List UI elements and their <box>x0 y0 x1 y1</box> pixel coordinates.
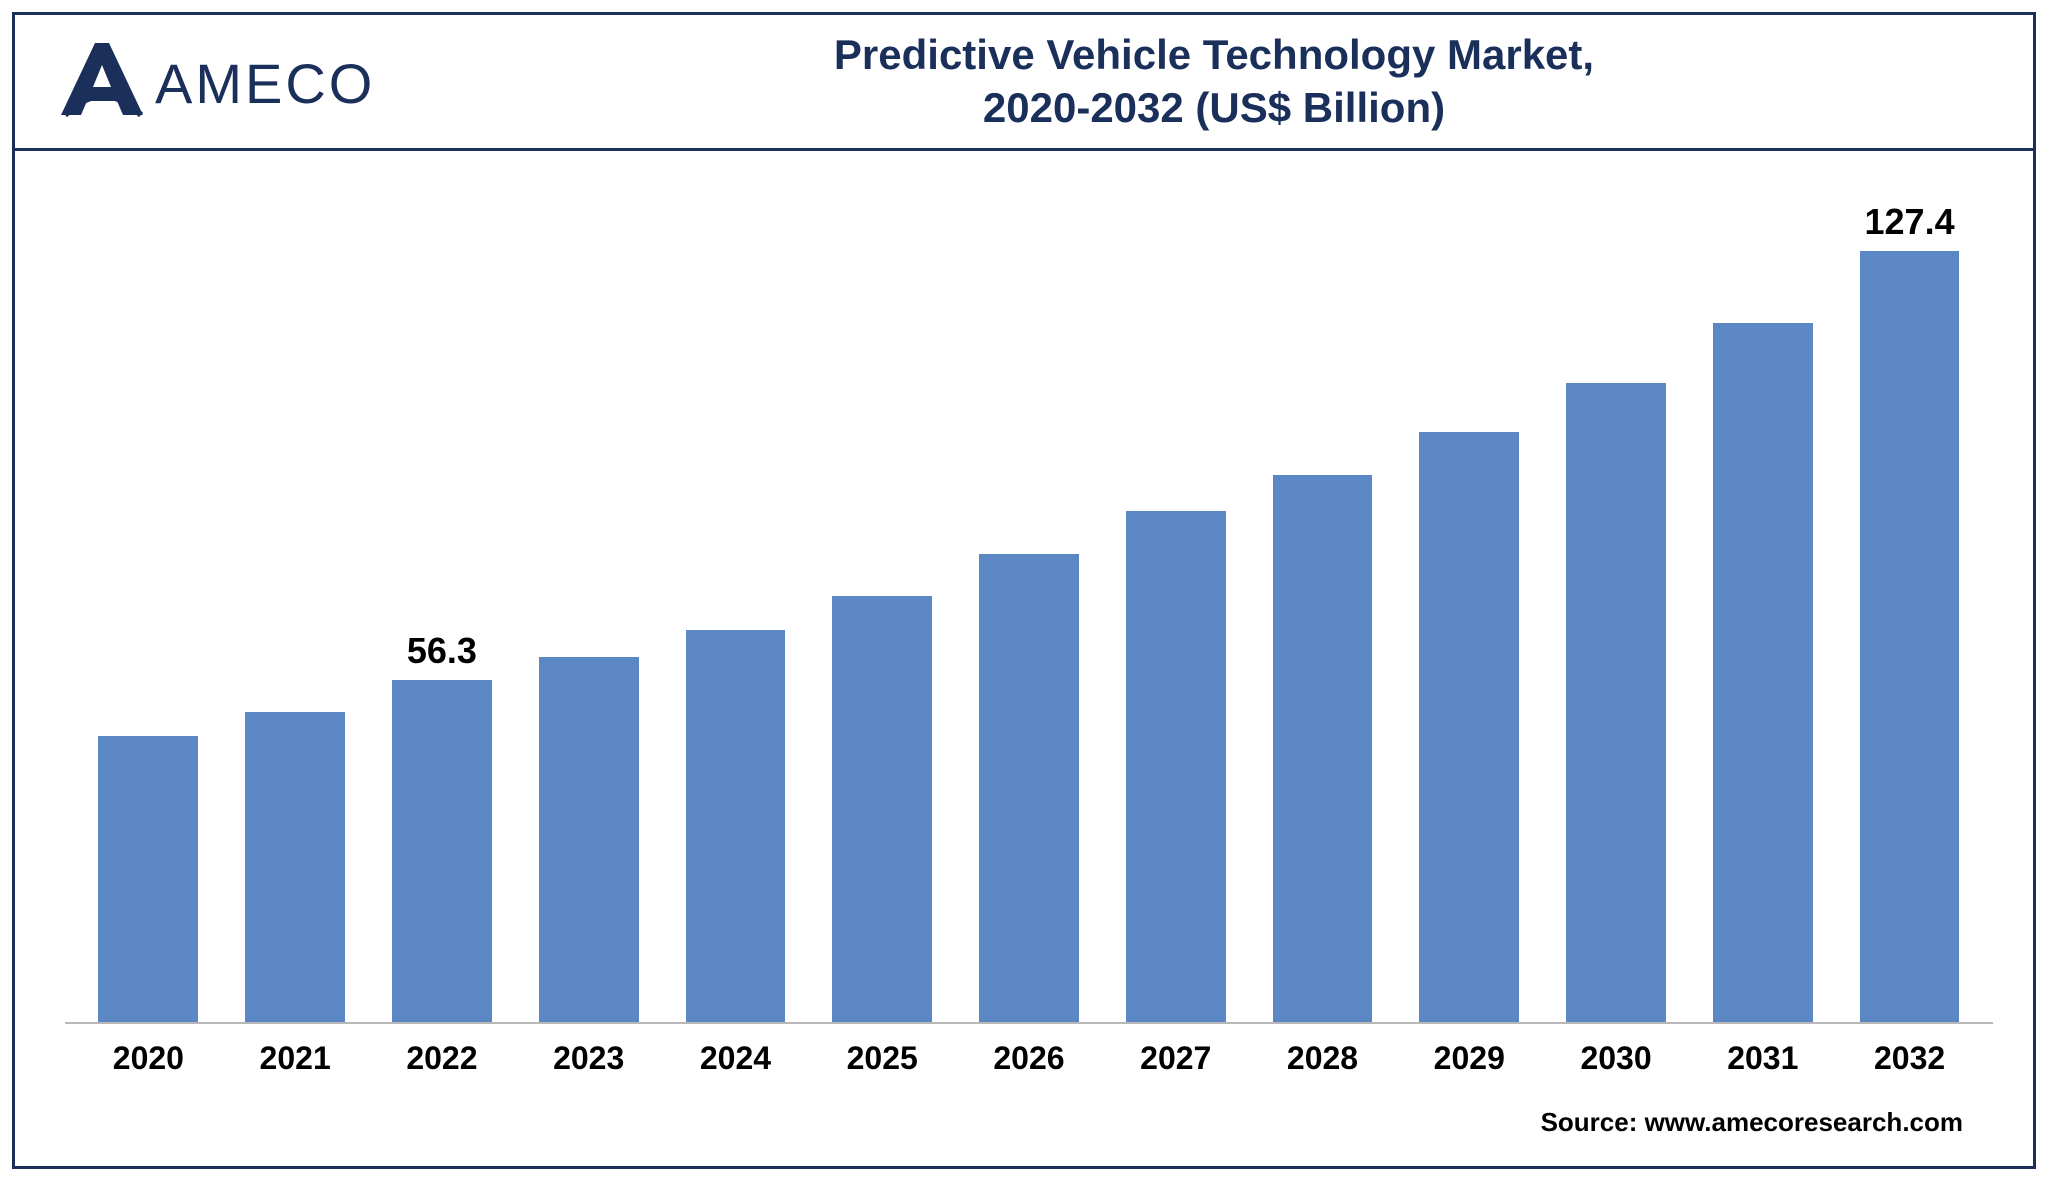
bar <box>1126 511 1226 1022</box>
chart-title: Predictive Vehicle Technology Market, 20… <box>435 29 1993 134</box>
x-axis-label: 2032 <box>1836 1040 1983 1077</box>
bar <box>1566 383 1666 1022</box>
x-axis-label: 2028 <box>1249 1040 1396 1077</box>
bar-column <box>809 201 956 1022</box>
x-axis-label: 2026 <box>956 1040 1103 1077</box>
bar <box>245 712 345 1022</box>
bar-column <box>1543 201 1690 1022</box>
bar-column: 127.4 <box>1836 201 1983 1022</box>
bar-column <box>515 201 662 1022</box>
header: AMECO Predictive Vehicle Technology Mark… <box>15 15 2033 151</box>
bar-column <box>1249 201 1396 1022</box>
bar <box>1713 323 1813 1022</box>
bar-column <box>956 201 1103 1022</box>
bar <box>1273 475 1373 1022</box>
bar-column <box>1689 201 1836 1022</box>
bar-column: 56.3 <box>369 201 516 1022</box>
chart-area: 56.3127.4 202020212022202320242025202620… <box>15 151 2033 1166</box>
bar <box>539 657 639 1022</box>
x-axis-label: 2022 <box>369 1040 516 1077</box>
bar <box>1419 432 1519 1022</box>
title-line-1: Predictive Vehicle Technology Market, <box>435 29 1993 82</box>
x-axis-label: 2025 <box>809 1040 956 1077</box>
bar-column <box>1396 201 1543 1022</box>
bar <box>1860 251 1960 1022</box>
bar-plot: 56.3 127.4 <box>65 201 1993 1024</box>
x-axis-label: 2021 <box>222 1040 369 1077</box>
bar-column <box>222 201 369 1022</box>
bar <box>98 736 198 1022</box>
x-axis-label: 2030 <box>1543 1040 1690 1077</box>
chart-frame: AMECO Predictive Vehicle Technology Mark… <box>12 12 2036 1169</box>
x-axis-label: 2020 <box>75 1040 222 1077</box>
bar <box>392 680 492 1022</box>
title-line-2: 2020-2032 (US$ Billion) <box>435 82 1993 135</box>
ameco-logo-svg: AMECO <box>55 37 395 127</box>
brand-logo: AMECO <box>55 37 395 127</box>
x-axis-label: 2031 <box>1689 1040 1836 1077</box>
bar-value-label: 127.4 <box>1865 201 1955 243</box>
bar-column <box>1102 201 1249 1022</box>
bar <box>832 596 932 1022</box>
x-axis-label: 2027 <box>1102 1040 1249 1077</box>
bar-value-label: 56.3 <box>407 630 477 672</box>
svg-text:AMECO: AMECO <box>155 52 375 115</box>
x-axis: 2020202120222023202420252026202720282029… <box>65 1024 1993 1077</box>
bar-column <box>662 201 809 1022</box>
bar <box>686 630 786 1022</box>
x-axis-label: 2029 <box>1396 1040 1543 1077</box>
x-axis-label: 2024 <box>662 1040 809 1077</box>
x-axis-label: 2023 <box>515 1040 662 1077</box>
bar <box>979 554 1079 1022</box>
source-attribution: Source: www.amecoresearch.com <box>65 1077 1993 1156</box>
bar-column <box>75 201 222 1022</box>
